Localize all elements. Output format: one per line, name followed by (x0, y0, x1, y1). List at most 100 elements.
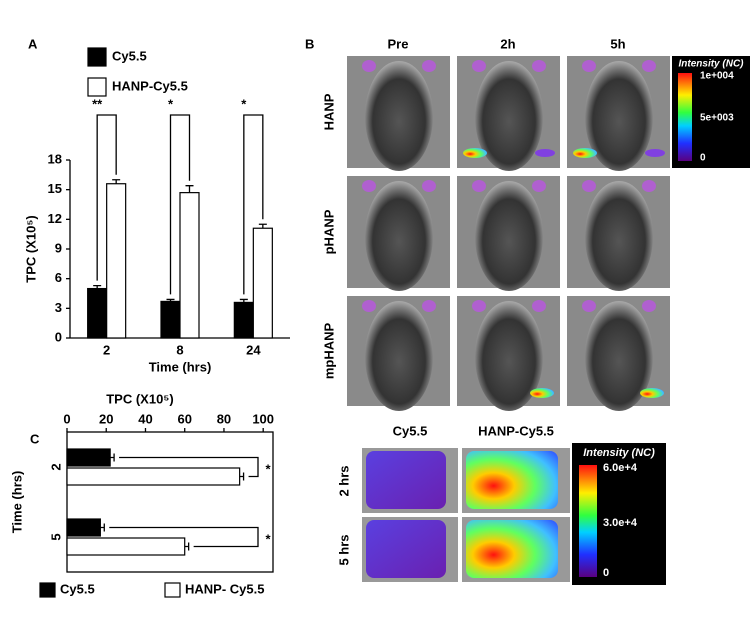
colorbar-label: 3.0e+4 (603, 517, 638, 529)
organ (366, 451, 446, 509)
significance: * (168, 96, 174, 111)
x-axis-label: TPC (X10⁵) (106, 391, 174, 406)
row-header: 5 hrs (336, 534, 351, 565)
column-header: 5h (610, 36, 625, 51)
signal (463, 148, 487, 158)
mouse (585, 61, 653, 171)
signal (640, 388, 664, 398)
y-tick-label: 15 (48, 181, 62, 196)
x-tick-label: 60 (177, 411, 191, 426)
column-header: Cy5.5 (393, 423, 428, 438)
organ (466, 451, 558, 509)
bar (87, 287, 108, 339)
mouse (365, 301, 433, 411)
ear (362, 300, 376, 312)
colorbar-label: 1e+004 (700, 71, 734, 82)
error-bar (184, 542, 190, 551)
signal (645, 149, 665, 157)
x-tick-label: 8 (176, 342, 183, 357)
colorbar-title: Intensity (NC) (679, 59, 745, 70)
error-bar (185, 185, 194, 193)
error-bar (112, 179, 121, 184)
significance-bracket (169, 114, 191, 295)
colorbar-c: Intensity (NC) 6.0e+4 3.0e+4 0 (572, 443, 666, 585)
mouse (475, 61, 543, 171)
colorbar-title: Intensity (NC) (583, 447, 655, 459)
panel-label: C (30, 431, 40, 446)
column-header: Pre (388, 36, 409, 51)
y-tick-label: 2 (48, 463, 63, 470)
y-tick-label: 18 (48, 151, 62, 166)
ear (582, 300, 596, 312)
y-tick-label: 3 (55, 300, 62, 315)
x-tick-label: 2 (103, 342, 110, 357)
ear (472, 180, 486, 192)
x-tick-label: 40 (138, 411, 152, 426)
x-tick-label: 80 (217, 411, 231, 426)
imaging-grid-b: Pre 2h 5h HANP pHANP mpHANP (321, 36, 670, 411)
signal (530, 388, 554, 398)
column-header: 2h (500, 36, 515, 51)
colorbar (678, 73, 692, 161)
bar (66, 448, 111, 467)
error-bar (239, 472, 245, 481)
plot-frame (66, 431, 274, 573)
colorbar-label: 0 (700, 153, 706, 164)
ear (582, 60, 596, 72)
ear (472, 60, 486, 72)
significance-bracket (96, 114, 117, 281)
row-header: mpHANP (321, 323, 336, 380)
x-tick-label: 20 (99, 411, 113, 426)
legend-label: HANP-Cy5.5 (112, 78, 188, 93)
row-header: pHANP (321, 209, 336, 254)
mouse (365, 61, 433, 171)
significance: * (265, 531, 271, 546)
error-bar (93, 284, 102, 289)
ear (642, 300, 656, 312)
imaging-grid-c: Cy5.5 HANP-Cy5.5 2 hrs 5 hrs (336, 423, 570, 582)
signal (573, 148, 597, 158)
ear (532, 180, 546, 192)
legend-swatch (87, 47, 107, 67)
error-bar (110, 453, 115, 462)
bar (106, 183, 127, 339)
significance: ** (92, 96, 103, 111)
y-tick-label: 9 (55, 240, 62, 255)
colorbar-b: Intensity (NC) 1e+004 5e+003 0 (672, 56, 750, 168)
signal (535, 149, 555, 157)
bar (233, 301, 254, 339)
significance-bracket (109, 526, 259, 548)
mouse (585, 301, 653, 411)
bar (252, 227, 273, 339)
colorbar-label: 5e+003 (700, 113, 734, 124)
bar (160, 300, 181, 339)
ear (422, 60, 436, 72)
ear (532, 60, 546, 72)
mouse (475, 181, 543, 291)
ear (472, 300, 486, 312)
ear (642, 60, 656, 72)
panel-label: A (28, 36, 38, 51)
significance-bracket (119, 456, 259, 478)
mouse (365, 181, 433, 291)
error-bar (100, 523, 105, 532)
legend-swatch (87, 77, 107, 97)
x-axis-label: Time (hrs) (149, 359, 212, 374)
significance: * (265, 461, 271, 476)
legend-label: HANP- Cy5.5 (185, 581, 264, 596)
ear (362, 60, 376, 72)
colorbar-label: 0 (603, 567, 609, 579)
ear (362, 180, 376, 192)
x-tick-label: 100 (252, 411, 274, 426)
legend-label: Cy5.5 (60, 581, 95, 596)
organ (366, 520, 446, 578)
y-axis-label: Time (hrs) (9, 471, 24, 534)
significance: * (241, 96, 247, 111)
legend-swatch (164, 582, 181, 598)
organ (466, 520, 558, 578)
bar (179, 192, 200, 339)
row-header: 2 hrs (336, 465, 351, 496)
y-tick-label: 6 (55, 270, 62, 285)
ear (642, 180, 656, 192)
